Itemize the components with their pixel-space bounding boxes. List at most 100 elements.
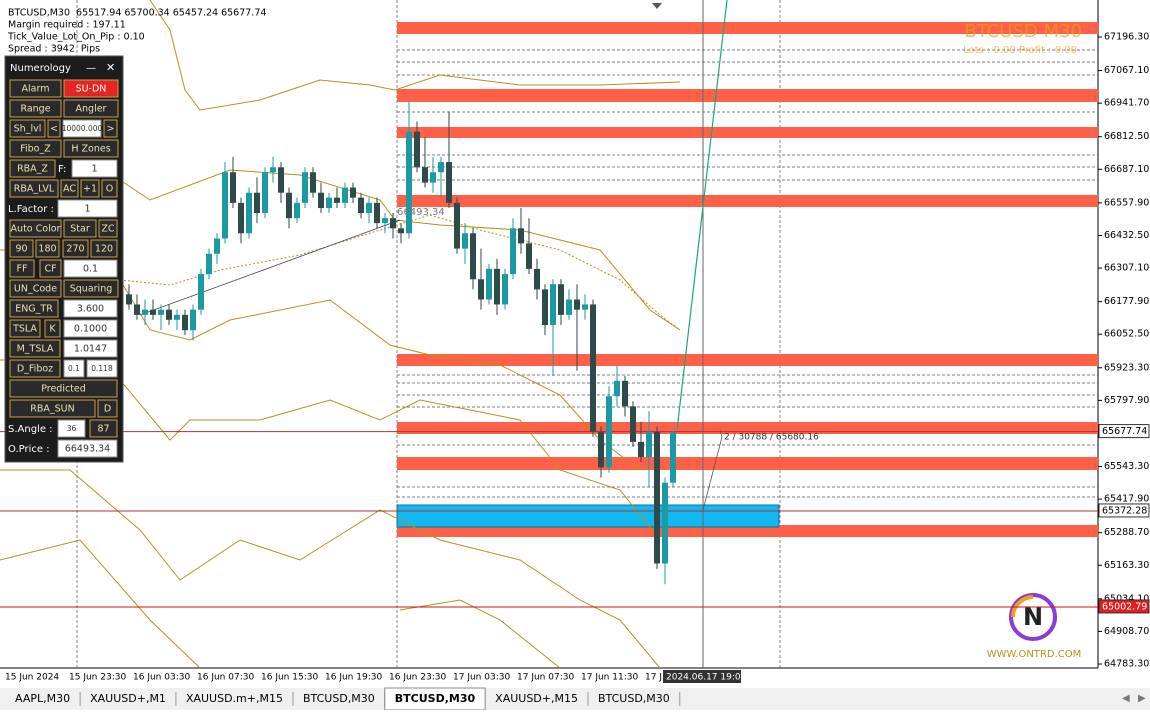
button[interactable] [35,239,60,258]
panel-minimize[interactable]: — [86,63,96,74]
price-tag [1098,599,1150,614]
input-box[interactable] [71,159,118,178]
watermark-lots: Lots : 0.00 Profit : 0.00 [963,45,1077,56]
button[interactable] [103,119,118,138]
button[interactable] [9,159,56,178]
button[interactable] [9,259,35,278]
input-box[interactable] [57,419,86,438]
y-tick-label: 66941.70 [1104,98,1149,109]
button[interactable] [62,239,89,258]
logo: N [1009,593,1057,641]
button[interactable] [9,219,62,238]
cursor-time: 2024.06.17 19:00 [666,673,747,683]
tab-left[interactable]: ◀ [1122,693,1130,704]
candle-body [518,228,524,244]
button[interactable] [60,179,79,198]
button[interactable] [9,299,59,318]
tab-label[interactable]: BTCUSD,M30 [598,692,670,705]
candle-body [278,167,284,193]
button[interactable] [101,179,118,198]
x-tick-label: 16 Jun 03:30 [133,673,190,683]
button-label: UN_Code [14,284,57,295]
y-tick-label: 66177.90 [1104,296,1149,307]
tab-label[interactable]: XAUUSD+,M15 [495,692,578,705]
tab-label[interactable]: BTCUSD,M30 [303,692,375,705]
button-label: FF [17,264,28,275]
angle-link [702,429,723,511]
button[interactable] [63,139,119,158]
button-label: 87 [97,424,109,435]
input-box[interactable] [86,359,118,378]
candle-body [390,218,396,229]
button[interactable] [9,79,62,98]
button[interactable] [90,239,118,258]
y-tick-label: 66557.90 [1104,197,1149,208]
price-tag [1098,503,1150,518]
button-label: O [106,184,113,195]
tab-label[interactable]: AAPL,M30 [15,692,70,705]
panel-close[interactable]: ✕ [106,61,115,74]
y-tick-label: 67067.10 [1104,65,1149,76]
candle-body [574,299,580,310]
button[interactable] [9,179,59,198]
button[interactable] [63,219,97,238]
input-box[interactable] [62,119,102,138]
y-tick-label: 65288.70 [1104,527,1149,538]
input-value: 1 [84,204,90,215]
button[interactable] [9,279,62,298]
button[interactable] [89,419,118,438]
candle-body [646,431,652,457]
button[interactable] [63,99,119,118]
input-box[interactable] [63,339,118,358]
button[interactable] [39,259,62,278]
candle-body [398,228,404,234]
button[interactable] [9,379,118,398]
input-value: 66493.34 [65,444,110,455]
button[interactable] [9,99,62,118]
x-tick-label: 17 Jun 07:30 [517,673,574,683]
candle-body [158,309,164,315]
button[interactable] [63,279,119,298]
button[interactable] [9,139,62,158]
button-label: RBA_SUN [30,404,74,415]
tab-right[interactable]: ▶ [1138,693,1146,704]
button-label: > [107,124,115,135]
input-box[interactable] [63,319,118,338]
tab-label[interactable]: XAUUSD+,M1 [90,692,166,705]
annotation: 66493.34 [397,207,445,218]
candle-body [342,187,348,203]
button[interactable] [9,359,61,378]
candle-body [190,309,196,331]
button[interactable] [9,239,34,258]
input-value: 0.1000 [74,324,107,335]
button[interactable] [47,119,61,138]
button-label: CF [44,264,56,275]
input-box[interactable] [63,359,85,378]
input-box[interactable] [57,199,118,218]
tab-label[interactable]: XAUUSD.m+,M15 [186,692,283,705]
candle-body [286,192,292,219]
y-tick-label: 66687.10 [1104,164,1149,175]
buy-zone [396,504,780,528]
x-tick-label: 17 Jun 11:30 [581,673,638,683]
input-box[interactable] [63,299,118,318]
input-box[interactable] [63,259,118,278]
button[interactable] [97,399,118,418]
angle-line [676,0,728,431]
button[interactable] [9,339,61,358]
button[interactable] [9,399,96,418]
button[interactable] [9,319,41,338]
button[interactable] [98,219,118,238]
tab-label[interactable]: BTCUSD,M30 [395,692,476,705]
button[interactable] [44,319,61,338]
candle-body [326,197,332,209]
button[interactable] [9,119,46,138]
x-tick-label: 17 J [645,673,662,683]
candle-body [494,268,500,305]
button[interactable] [80,179,100,198]
button[interactable] [63,79,119,98]
input-box[interactable] [57,439,118,458]
x-tick-label: 16 Jun 19:30 [325,673,382,683]
x-tick-label: 16 Jun 23:30 [389,673,446,683]
